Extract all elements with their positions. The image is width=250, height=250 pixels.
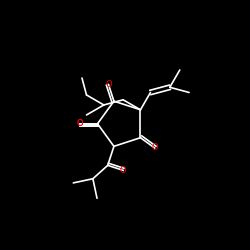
Text: O: O bbox=[151, 144, 158, 152]
Text: O: O bbox=[105, 80, 112, 89]
Text: O: O bbox=[77, 119, 83, 128]
Text: O: O bbox=[77, 119, 83, 128]
Text: O: O bbox=[120, 166, 126, 175]
